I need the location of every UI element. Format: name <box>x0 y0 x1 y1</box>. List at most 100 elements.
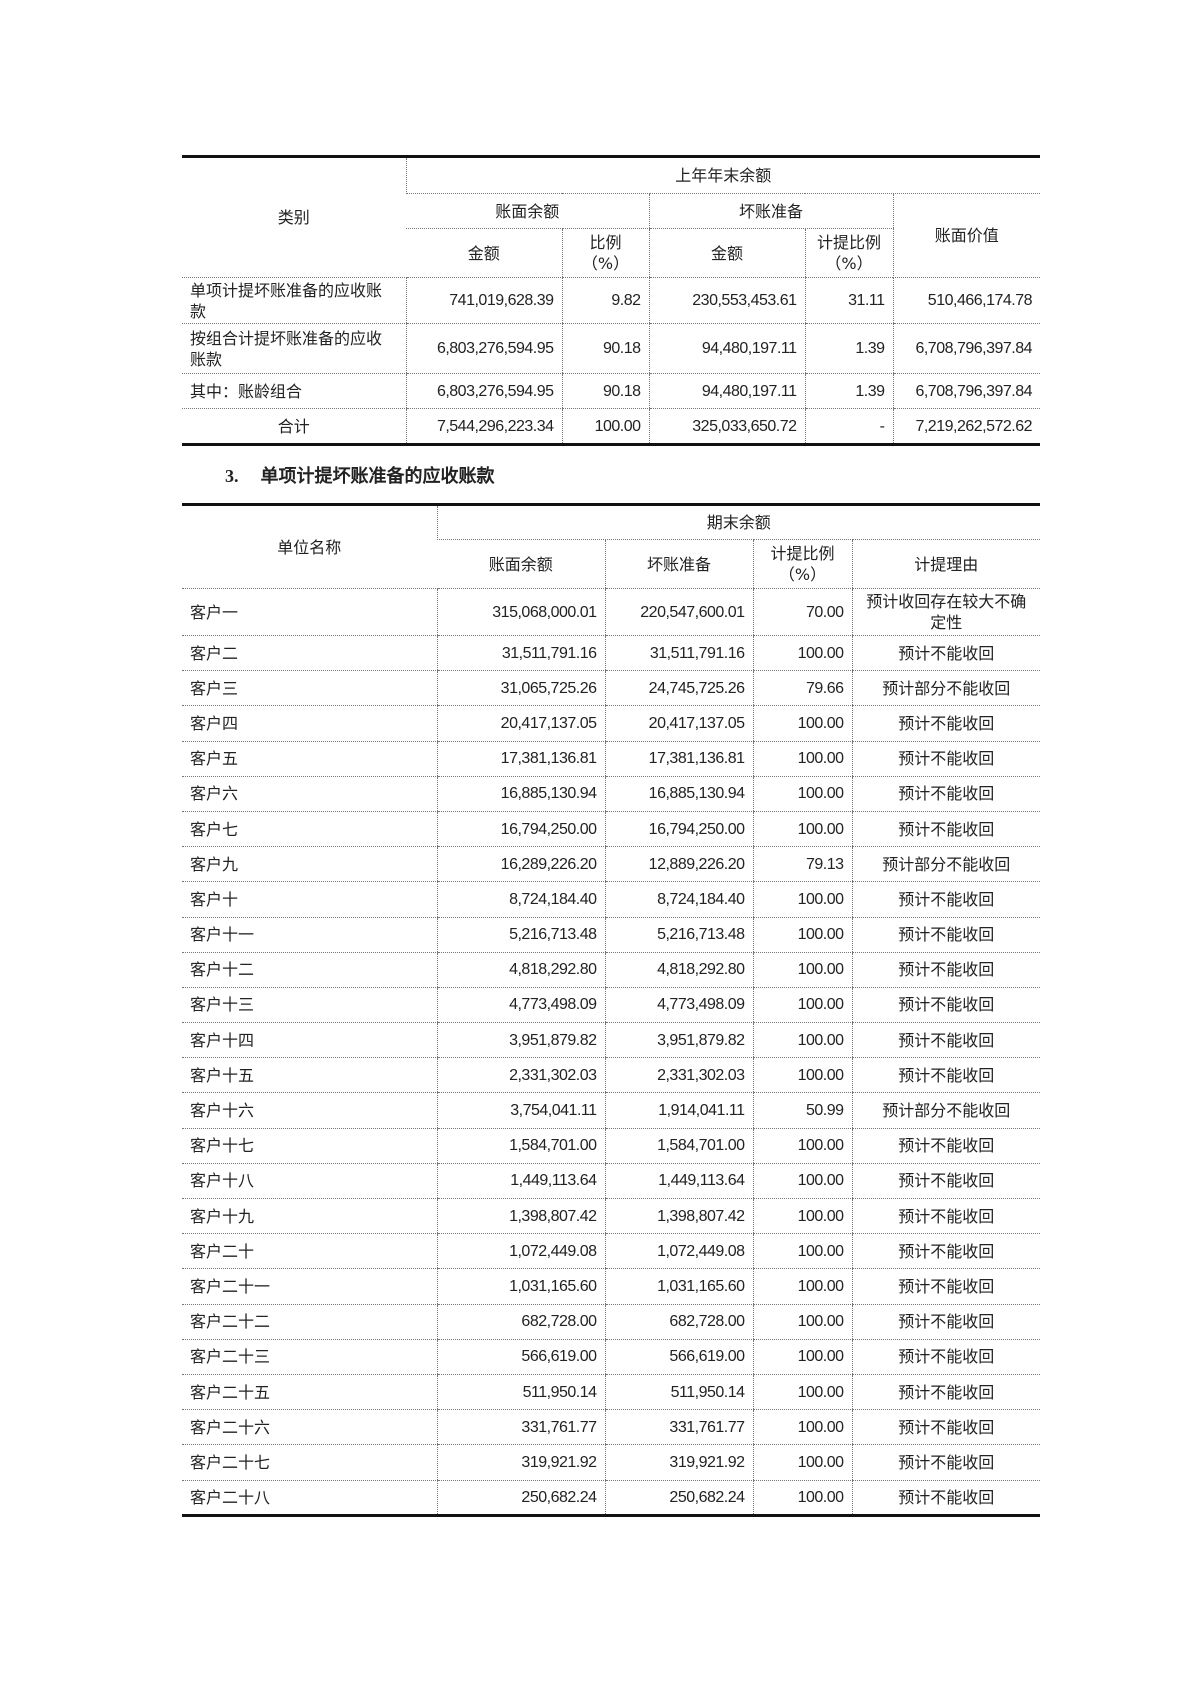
cell-ratio: 50.99 <box>752 1092 852 1129</box>
cell-bad-debt: 220,547,600.01 <box>604 588 753 636</box>
cell-reason: 预计收回存在较大不确定性 <box>851 588 1041 636</box>
section-title: 单项计提坏账准备的应收账款 <box>260 466 495 487</box>
cell-ratio: 9.82 <box>561 277 649 324</box>
header-period-end-balance: 期末余额 <box>436 504 1041 540</box>
cell-name: 客户十 <box>182 881 437 918</box>
cell-balance: 1,072,449.08 <box>436 1233 605 1270</box>
cell-bad-debt: 8,724,184.40 <box>604 881 753 918</box>
cell-category: 单项计提坏账准备的应收账款 <box>182 277 406 324</box>
table-row: 客户十七 1,584,701.00 1,584,701.00 100.00 预计不能收回 <box>182 1128 1041 1164</box>
cell-provision-ratio: 31.11 <box>804 277 893 324</box>
table-row: 客户七 16,794,250.00 16,794,250.00 100.00 预计不能收… <box>182 811 1041 848</box>
table-row: 按组合计提坏账准备的应收账款 6,803,276,594.95 90.18 94,48… <box>182 323 1041 374</box>
cell-bad-debt: 3,951,879.82 <box>604 1022 753 1059</box>
cell-name: 客户二十七 <box>182 1444 437 1481</box>
cell-bad-debt: 24,745,725.26 <box>604 670 753 707</box>
cell-balance: 331,761.77 <box>436 1409 605 1446</box>
cell-balance: 16,794,250.00 <box>436 811 605 848</box>
table-row: 客户十三 4,773,498.09 4,773,498.09 100.00 预计不能收回 <box>182 987 1041 1024</box>
cell-name: 客户二十六 <box>182 1409 437 1446</box>
table-row: 客户二十 1,072,449.08 1,072,449.08 100.00 预计不能收回 <box>182 1233 1041 1270</box>
cell-bad-debt: 1,449,113.64 <box>604 1163 753 1200</box>
cell-balance: 3,951,879.82 <box>436 1022 605 1059</box>
cell-ratio: 100.00 <box>752 741 852 777</box>
cell-ratio: 100.00 <box>561 408 649 445</box>
table-row: 客户十九 1,398,807.42 1,398,807.42 100.00 预计不能收回 <box>182 1198 1041 1235</box>
cell-bad-debt: 5,216,713.48 <box>604 917 753 953</box>
cell-name: 客户十九 <box>182 1198 437 1235</box>
table-row: 客户十四 3,951,879.82 3,951,879.82 100.00 预计不能收回 <box>182 1022 1041 1059</box>
cell-ratio: 100.00 <box>752 1339 852 1375</box>
header-category: 类别 <box>182 156 406 278</box>
cell-bad-debt: 1,072,449.08 <box>604 1233 753 1270</box>
cell-ratio: 90.18 <box>561 373 649 409</box>
cell-ratio: 100.00 <box>752 705 852 742</box>
cell-bad-debt: 16,794,250.00 <box>604 811 753 848</box>
table-row: 客户十二 4,818,292.80 4,818,292.80 100.00 预计不能收回 <box>182 952 1041 988</box>
section-number: 3. <box>225 466 239 486</box>
cell-name: 客户十二 <box>182 952 437 988</box>
cell-bad-debt: 250,682.24 <box>604 1480 753 1516</box>
cell-name: 客户二十 <box>182 1233 437 1270</box>
cell-reason: 预计不能收回 <box>851 635 1041 672</box>
cell-book-value: 7,219,262,572.62 <box>892 408 1041 445</box>
cell-reason: 预计不能收回 <box>851 1304 1041 1340</box>
cell-bad-debt: 12,889,226.20 <box>604 846 753 883</box>
cell-ratio: 100.00 <box>752 1409 852 1446</box>
cell-bad-debt: 331,761.77 <box>604 1409 753 1446</box>
cell-balance: 1,449,113.64 <box>436 1163 605 1200</box>
cell-bad-debt: 319,921.92 <box>604 1444 753 1481</box>
cell-balance: 566,619.00 <box>436 1339 605 1375</box>
cell-balance: 315,068,000.01 <box>436 588 605 636</box>
cell-provision-ratio: 1.39 <box>804 373 893 409</box>
header-book-value: 账面价值 <box>892 193 1041 278</box>
cell-name: 客户十五 <box>182 1057 437 1094</box>
header-provision-ratio: 计提比例（%） <box>804 228 893 278</box>
cell-ratio: 100.00 <box>752 1233 852 1270</box>
cell-name: 客户五 <box>182 741 437 777</box>
cell-name: 客户十七 <box>182 1128 437 1164</box>
cell-ratio: 100.00 <box>752 917 852 953</box>
cell-reason: 预计不能收回 <box>851 1128 1041 1164</box>
cell-reason: 预计不能收回 <box>851 917 1041 953</box>
header-amount: 金额 <box>406 228 562 278</box>
cell-bad-debt: 566,619.00 <box>604 1339 753 1375</box>
cell-balance: 8,724,184.40 <box>436 881 605 918</box>
header-book-balance: 账面余额 <box>406 193 649 229</box>
header-ratio: 比例（%） <box>561 228 649 278</box>
cell-bad-debt: 4,773,498.09 <box>604 987 753 1024</box>
cell-reason: 预计不能收回 <box>851 1057 1041 1094</box>
cell-book-value: 6,708,796,397.84 <box>892 373 1041 409</box>
cell-name: 客户十三 <box>182 987 437 1024</box>
cell-bad-debt: 682,728.00 <box>604 1304 753 1340</box>
cell-reason: 预计部分不能收回 <box>851 670 1041 707</box>
cell-reason: 预计不能收回 <box>851 811 1041 848</box>
cell-ratio: 100.00 <box>752 1374 852 1411</box>
cell-category: 合计 <box>182 408 406 445</box>
prior-year-balance-table: 类别 上年年末余额 账面余额 坏账准备 账面价值 金额 比例（%） 金额 计提比… <box>182 155 1041 446</box>
cell-reason: 预计不能收回 <box>851 741 1041 777</box>
table-row: 客户二十二 682,728.00 682,728.00 100.00 预计不能收回 <box>182 1304 1041 1340</box>
cell-balance: 250,682.24 <box>436 1480 605 1516</box>
cell-ratio: 100.00 <box>752 1128 852 1164</box>
cell-bad-debt: 17,381,136.81 <box>604 741 753 777</box>
cell-reason: 预计不能收回 <box>851 1233 1041 1270</box>
cell-reason: 预计不能收回 <box>851 1022 1041 1059</box>
cell-balance: 16,885,130.94 <box>436 776 605 812</box>
cell-ratio: 90.18 <box>561 323 649 374</box>
cell-bad-debt: 230,553,453.61 <box>648 277 805 324</box>
cell-name: 客户十六 <box>182 1092 437 1129</box>
header-bad-debt: 坏账准备 <box>648 193 893 229</box>
cell-balance: 319,921.92 <box>436 1444 605 1481</box>
table-row: 客户十一 5,216,713.48 5,216,713.48 100.00 预计不能收回 <box>182 917 1041 953</box>
table-row: 客户二十一 1,031,165.60 1,031,165.60 100.00 预计不能收… <box>182 1268 1041 1305</box>
cell-bad-debt: 94,480,197.11 <box>648 373 805 409</box>
cell-balance: 2,331,302.03 <box>436 1057 605 1094</box>
cell-ratio: 100.00 <box>752 811 852 848</box>
cell-reason: 预计不能收回 <box>851 1374 1041 1411</box>
cell-name: 客户二十三 <box>182 1339 437 1375</box>
cell-bad-debt: 1,914,041.11 <box>604 1092 753 1129</box>
table-row: 客户十 8,724,184.40 8,724,184.40 100.00 预计不能收回 <box>182 881 1041 918</box>
table-row: 客户五 17,381,136.81 17,381,136.81 100.00 预计不能收… <box>182 741 1041 777</box>
cell-name: 客户二十八 <box>182 1480 437 1516</box>
